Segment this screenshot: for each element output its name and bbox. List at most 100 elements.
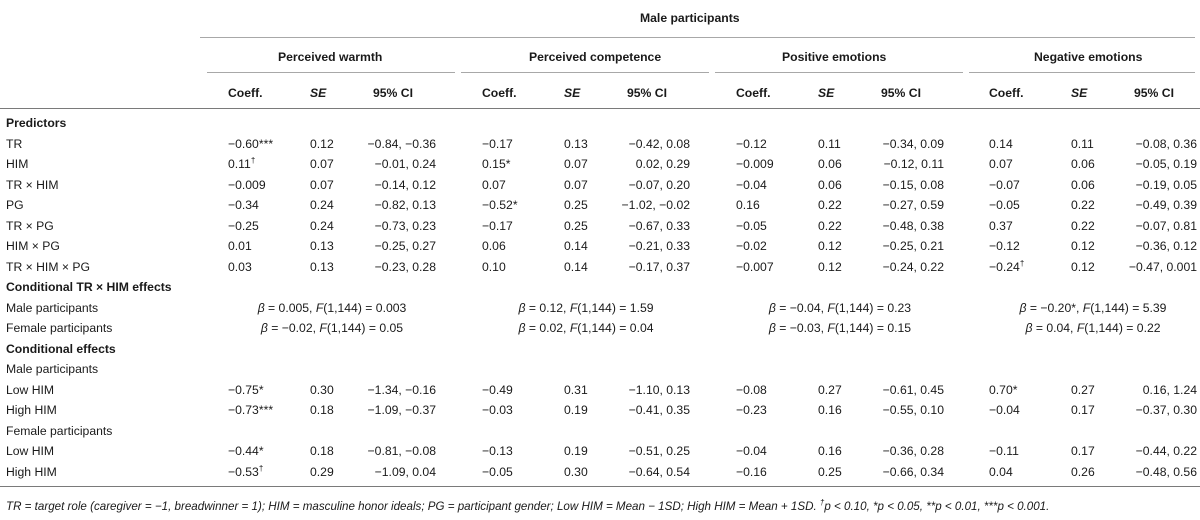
coeff-value: 0.07 bbox=[482, 178, 506, 193]
subsection-male: Male participants bbox=[6, 362, 99, 376]
subsection-female: Female participants bbox=[6, 424, 113, 438]
stat-b-sep: , bbox=[1075, 301, 1083, 315]
row-label: Low HIM bbox=[6, 444, 55, 458]
coeff-number: 0.16 bbox=[736, 198, 760, 212]
coeff-value: −0.007 bbox=[736, 260, 774, 275]
coeff-value: −0.04 bbox=[989, 403, 1020, 418]
se-value: 0.06 bbox=[818, 178, 842, 192]
coeff-number: −0.05 bbox=[736, 219, 767, 233]
se-value: 0.22 bbox=[1071, 198, 1095, 212]
stat-b-val: = 0.12, bbox=[525, 301, 570, 315]
se-value: 0.24 bbox=[310, 198, 334, 212]
row-label: Male participants bbox=[6, 301, 99, 315]
stat-beta: β bbox=[768, 301, 776, 315]
se-value: 0.12 bbox=[1071, 260, 1095, 274]
ci-value: −0.36, 0.12 bbox=[1135, 239, 1197, 253]
group-header-positive: Positive emotions bbox=[782, 50, 887, 64]
coeff-value: −0.05 bbox=[482, 465, 513, 480]
coeff-value: −0.07 bbox=[989, 178, 1020, 193]
stat-beta: β bbox=[257, 301, 265, 315]
se-value: 0.06 bbox=[1071, 178, 1095, 192]
ci-value: −0.55, 0.10 bbox=[882, 403, 944, 417]
coeff-value: −0.04 bbox=[736, 444, 767, 459]
stat-f: F bbox=[569, 301, 578, 315]
se-value: 0.25 bbox=[564, 219, 588, 233]
coeff-number: −0.07 bbox=[989, 178, 1020, 192]
se-value: 0.11 bbox=[1071, 137, 1094, 151]
se-value: 0.19 bbox=[564, 403, 588, 417]
significance-marker: *** bbox=[258, 137, 274, 151]
ci-value: −0.66, 0.34 bbox=[882, 465, 944, 479]
group-header-warmth: Perceived warmth bbox=[278, 50, 383, 64]
row-label: High HIM bbox=[6, 465, 57, 479]
rule-group-1 bbox=[207, 72, 455, 73]
coeff-value: −0.23 bbox=[736, 403, 767, 418]
coeff-number: −0.02 bbox=[736, 239, 767, 253]
stat-b-val: = −0.02, bbox=[267, 321, 320, 335]
coeff-value: −0.44* bbox=[228, 444, 264, 459]
conditional-stat: β = 0.12, F(1,144) = 1.59 bbox=[466, 301, 706, 316]
coeff-number: 0.14 bbox=[989, 137, 1013, 151]
ci-value: −0.81, −0.08 bbox=[367, 444, 436, 458]
row-label: High HIM bbox=[6, 403, 57, 417]
coeff-value: −0.08 bbox=[736, 383, 767, 398]
coeff-number: −0.53 bbox=[228, 465, 259, 479]
coeff-number: −0.44 bbox=[228, 444, 259, 458]
coeff-value: 0.06 bbox=[482, 239, 506, 254]
subheader-coeff: Coeff. bbox=[736, 86, 771, 100]
row-label: TR × HIM bbox=[6, 178, 59, 192]
coeff-value: −0.009 bbox=[736, 157, 774, 172]
ci-value: −0.05, 0.19 bbox=[1135, 157, 1197, 171]
ci-value: −0.36, 0.28 bbox=[882, 444, 944, 458]
ci-value: −0.44, 0.22 bbox=[1135, 444, 1197, 458]
ci-value: −0.17, 0.37 bbox=[628, 260, 690, 274]
se-value: 0.12 bbox=[818, 239, 842, 253]
significance-marker: * bbox=[512, 198, 518, 212]
section-conditional-effects: Conditional effects bbox=[6, 342, 116, 356]
se-value: 0.14 bbox=[564, 260, 588, 274]
coeff-value: −0.05 bbox=[989, 198, 1020, 213]
stat-f-val: (1,144) = 5.39 bbox=[1090, 301, 1167, 315]
coeff-value: −0.03 bbox=[482, 403, 513, 418]
coeff-number: −0.04 bbox=[989, 403, 1020, 417]
coeff-value: 0.14 bbox=[989, 137, 1013, 152]
stat-b-val: = 0.02, bbox=[525, 321, 570, 335]
se-value: 0.30 bbox=[310, 383, 334, 397]
row-label: Female participants bbox=[6, 321, 113, 335]
stat-f: F bbox=[827, 301, 835, 315]
ci-value: −1.10, 0.13 bbox=[628, 383, 690, 397]
se-value: 0.18 bbox=[310, 444, 334, 458]
coeff-value: −0.73*** bbox=[228, 403, 273, 418]
se-value: 0.07 bbox=[310, 178, 334, 192]
se-value: 0.17 bbox=[1071, 444, 1095, 458]
coeff-value: −0.17 bbox=[482, 219, 513, 234]
stat-beta: β bbox=[768, 321, 776, 335]
subheader-se: SE bbox=[818, 86, 835, 100]
coeff-value: −0.17 bbox=[482, 137, 513, 152]
conditional-stat: β = −0.20*, F(1,144) = 5.39 bbox=[973, 301, 1200, 316]
conditional-stat: β = −0.03, F(1,144) = 0.15 bbox=[720, 321, 960, 336]
coeff-number: 0.37 bbox=[989, 219, 1013, 233]
coeff-number: −0.12 bbox=[989, 239, 1020, 253]
coeff-number: 0.10 bbox=[482, 260, 506, 274]
significance-marker: * bbox=[1012, 383, 1018, 397]
significance-marker: * bbox=[505, 157, 511, 171]
ci-value: −0.08, 0.36 bbox=[1135, 137, 1197, 151]
se-value: 0.24 bbox=[310, 219, 334, 233]
row-label: TR × HIM × PG bbox=[6, 260, 90, 274]
ci-value: −0.12, 0.11 bbox=[883, 157, 944, 171]
stat-beta: β bbox=[260, 321, 268, 335]
subheader-ci: 95% CI bbox=[373, 86, 413, 100]
coeff-number: 0.70 bbox=[989, 383, 1013, 397]
ci-value: −0.42, 0.08 bbox=[628, 137, 690, 151]
rule-group-3 bbox=[715, 72, 963, 73]
coeff-value: −0.53† bbox=[228, 464, 263, 480]
stat-f-val: (1,144) = 0.04 bbox=[577, 321, 654, 335]
coeff-value: −0.12 bbox=[736, 137, 767, 152]
table-title: Male participants bbox=[640, 11, 740, 25]
se-value: 0.16 bbox=[818, 444, 842, 458]
significance-marker: * bbox=[258, 383, 264, 397]
ci-value: −0.37, 0.30 bbox=[1135, 403, 1197, 417]
coeff-number: −0.04 bbox=[736, 178, 767, 192]
coeff-value: −0.009 bbox=[228, 178, 266, 193]
